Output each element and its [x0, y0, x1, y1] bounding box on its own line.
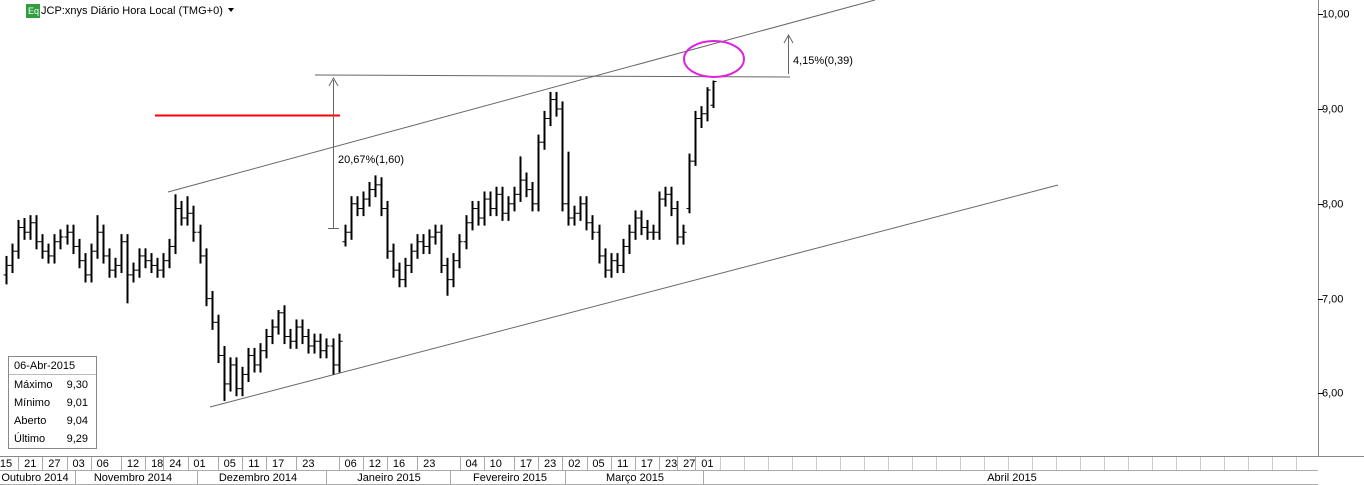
x-tick-label: 04	[465, 458, 477, 470]
y-tick-label: 9,00	[1322, 103, 1343, 115]
x-tick-label: 16	[393, 458, 405, 470]
measure-arrowhead	[328, 76, 339, 87]
month-separators	[75, 471, 704, 485]
y-tick-label: 6,00	[1322, 387, 1343, 399]
info-value: 9,30	[67, 379, 88, 391]
month-label: Outubro 2014	[1, 472, 68, 484]
month-label: Dezembro 2014	[219, 472, 297, 484]
month-label: Fevereiro 2015	[473, 472, 547, 484]
x-tick-label: 11	[617, 458, 628, 470]
info-box	[8, 356, 97, 449]
info-value: 9,01	[67, 397, 88, 409]
x-tick-label: 21	[24, 458, 36, 470]
x-tick-label: 17	[641, 458, 653, 470]
month-label: Novembro 2014	[94, 472, 172, 484]
info-label: Máximo	[14, 379, 53, 391]
x-tick-label: 01	[701, 458, 713, 470]
x-tick-label: 05	[592, 458, 604, 470]
channel-lower	[209, 184, 1059, 408]
x-tick-label: 23	[302, 458, 314, 470]
x-tick-label: 12	[127, 458, 139, 470]
month-label: Abril 2015	[987, 472, 1037, 484]
y-tick-label: 8,00	[1322, 198, 1343, 210]
measure-arrowhead	[783, 33, 794, 44]
highlight-ellipse	[683, 40, 745, 78]
x-tick-label: 05	[224, 458, 236, 470]
annotation: 4,15%(0,39)	[793, 55, 853, 67]
chart-title[interactable]: JCP:xnys Diário Hora Local (TMG+0)	[41, 5, 223, 17]
symbol-icon[interactable]	[26, 4, 40, 18]
month-label: Janeiro 2015	[357, 472, 421, 484]
x-tick-label: 01	[193, 458, 205, 470]
x-tick-label: 17	[520, 458, 532, 470]
dropdown-arrow[interactable]	[228, 8, 234, 12]
x-tick-label: 23	[544, 458, 556, 470]
info-date: 06-Abr-2015	[14, 360, 75, 372]
annotation: 20,67%(1,60)	[338, 154, 404, 166]
x-tick-label: 06	[345, 458, 357, 470]
x-tick-label: 11	[248, 458, 259, 470]
info-label: Aberto	[14, 415, 46, 427]
x-tick-label: 15	[0, 458, 12, 470]
x-tick-label: 18	[151, 458, 163, 470]
x-tick-label: 12	[369, 458, 381, 470]
x-tick-label: 27	[683, 458, 695, 470]
info-value: 9,04	[67, 415, 88, 427]
x-tick-label: 06	[97, 458, 109, 470]
channel-upper	[167, 0, 876, 193]
x-tick-label: 02	[568, 458, 580, 470]
x-tick-label: 03	[72, 458, 84, 470]
y-tick-label: 10,00	[1322, 8, 1350, 20]
x-tick-label: 23	[665, 458, 677, 470]
x-tick-label: 17	[272, 458, 284, 470]
info-value: 9,29	[67, 433, 88, 445]
x-tick-label: 27	[48, 458, 60, 470]
x-tick-label: 23	[423, 458, 435, 470]
info-label: Último	[14, 432, 45, 445]
info-label: Mínimo	[14, 397, 50, 409]
x-tick-label: 24	[169, 458, 181, 470]
x-tick-label: 10	[490, 458, 502, 470]
y-tick-label: 7,00	[1322, 293, 1343, 305]
symbol-icon-label: Eq	[28, 6, 39, 16]
month-label: Março 2015	[606, 472, 664, 484]
